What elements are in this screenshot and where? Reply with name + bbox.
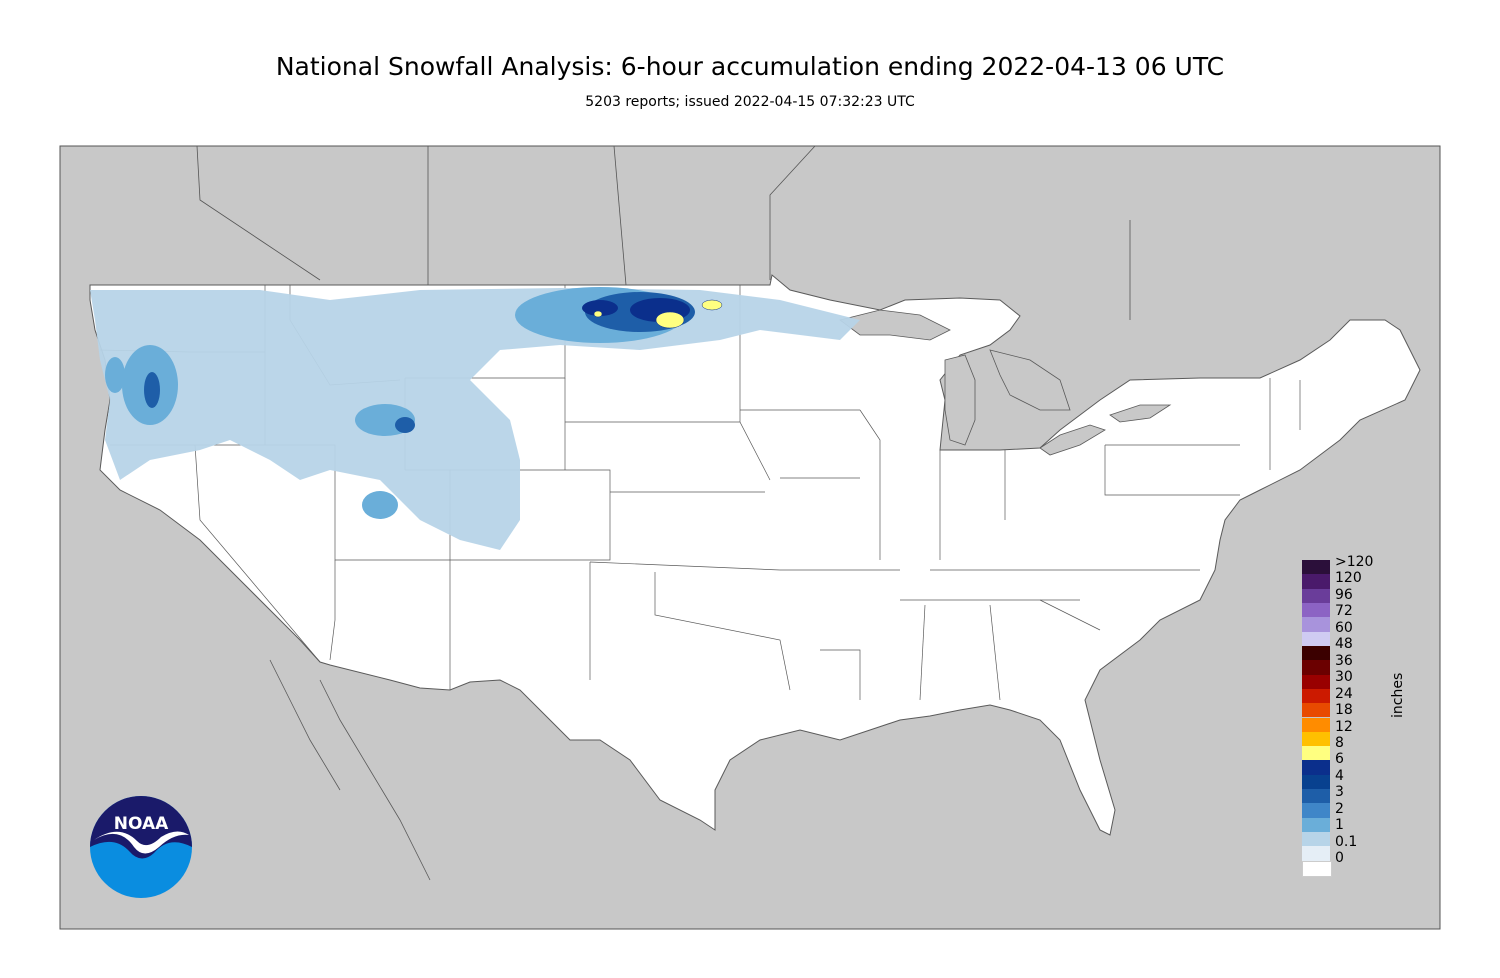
legend-label: 1 xyxy=(1335,817,1344,834)
legend-label: 48 xyxy=(1335,636,1353,653)
snow-heavy xyxy=(144,372,160,408)
legend-swatch xyxy=(1302,789,1330,804)
legend-label: 12 xyxy=(1335,718,1353,735)
legend-swatch xyxy=(1302,746,1330,761)
legend-swatch xyxy=(1302,760,1330,775)
legend-swatch xyxy=(1302,688,1330,704)
mexico-coast xyxy=(269,659,431,881)
legend-label: 36 xyxy=(1335,652,1353,669)
legend-label: 72 xyxy=(1335,603,1353,620)
legend-label: 6 xyxy=(1335,751,1344,768)
legend-swatch xyxy=(1302,674,1330,689)
snow-heavy xyxy=(395,417,415,433)
canada-borders xyxy=(196,145,1131,320)
snow-peak xyxy=(655,311,685,329)
chart-title: National Snowfall Analysis: 6-hour accum… xyxy=(275,52,1225,81)
legend-label: 30 xyxy=(1335,669,1353,686)
legend-label: 120 xyxy=(1335,570,1362,587)
legend-label: 8 xyxy=(1335,734,1344,751)
chart-subtitle: 5203 reports; issued 2022-04-15 07:32:23… xyxy=(585,94,915,110)
legend-swatch xyxy=(1302,631,1330,646)
legend-swatch xyxy=(1302,617,1330,632)
legend-swatch xyxy=(1302,717,1330,732)
legend-swatch xyxy=(1302,731,1330,747)
legend-swatch xyxy=(1302,817,1330,833)
colorbar-legend xyxy=(1302,560,1332,877)
noaa-logo: NOAA xyxy=(90,796,192,898)
legend-label: 96 xyxy=(1335,586,1353,603)
legend-swatch xyxy=(1302,860,1332,877)
snow-light xyxy=(90,288,860,550)
legend-swatch xyxy=(1302,574,1330,589)
legend-label: 0 xyxy=(1335,850,1344,867)
legend-label: 2 xyxy=(1335,800,1344,817)
legend-swatch xyxy=(1302,703,1330,718)
legend-label: 60 xyxy=(1335,619,1353,636)
legend-label: 4 xyxy=(1335,767,1344,784)
legend-swatch xyxy=(1302,803,1330,818)
legend-swatch xyxy=(1302,560,1330,575)
legend-swatch xyxy=(1302,602,1330,618)
legend-label: 18 xyxy=(1335,702,1353,719)
legend-swatch xyxy=(1302,645,1330,661)
legend-label: 3 xyxy=(1335,784,1344,801)
snow-mid xyxy=(362,491,398,519)
legend-units: inches xyxy=(1390,672,1406,718)
snow-peak xyxy=(701,299,723,311)
great-lakes xyxy=(839,309,1172,456)
legend-swatch xyxy=(1302,832,1330,847)
snow-peak xyxy=(593,310,603,318)
legend-label: >120 xyxy=(1335,554,1374,570)
legend-swatch xyxy=(1302,774,1330,790)
noaa-logo-text: NOAA xyxy=(114,814,169,834)
legend-swatch xyxy=(1302,588,1330,603)
legend-label: 24 xyxy=(1335,685,1353,702)
snow-mid xyxy=(105,357,125,393)
legend-swatch xyxy=(1302,846,1330,861)
legend-swatch xyxy=(1302,660,1330,675)
snow-max xyxy=(582,300,618,316)
legend-label: 0.1 xyxy=(1335,833,1358,850)
snowfall-overlay xyxy=(90,287,860,550)
